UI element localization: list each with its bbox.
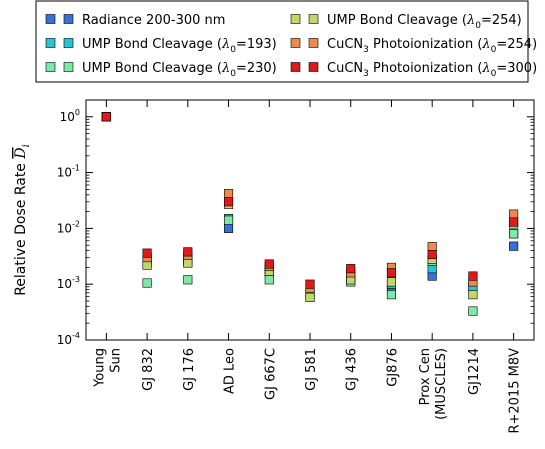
legend-label: CuCN3​ Photoionization (λ0​=300) [327, 61, 537, 79]
data-point [223, 223, 234, 233]
data-point [427, 264, 437, 274]
data-point [183, 275, 193, 285]
legend-item: Radiance 200-300 nm [45, 13, 225, 28]
x-tick-label-line: GJ 832 [141, 348, 156, 391]
legend-marker [308, 14, 319, 24]
y-tick-label: 10-3 [57, 275, 80, 291]
y-axis-label: Relative Dose Rate Di [13, 144, 32, 296]
x-tick-label: GJ 667C [263, 348, 278, 400]
legend-item: UMP Bond Cleavage (λ0​=230) [45, 61, 277, 79]
x-tick-label: GJ1214 [467, 348, 482, 395]
data-point [468, 271, 478, 281]
legend-label: Radiance 200-300 nm [82, 13, 225, 28]
legend-label: UMP Bond Cleavage (λ0​=193) [82, 37, 277, 55]
x-axis: Young Sun GJ 832 GJ 176 AD Leo GJ 667C GJ 581 G… [92, 100, 523, 434]
series-group [101, 112, 519, 289]
data-point [223, 197, 234, 207]
legend-item: UMP Bond Cleavage (λ0​=193) [45, 37, 277, 55]
x-tick-label: Young Sun [92, 348, 123, 388]
x-tick-label-line: AD Leo [223, 348, 238, 394]
legend-marker [308, 38, 319, 48]
data-point [223, 215, 234, 225]
legend-marker [63, 38, 74, 48]
x-tick-label: AD Leo [223, 348, 238, 394]
data-point [468, 290, 478, 300]
data-point [509, 217, 519, 227]
x-tick-label: GJ 176 [182, 348, 197, 391]
x-tick-label-line: GJ876 [385, 348, 400, 387]
x-tick-label-line: GJ 436 [345, 348, 360, 391]
x-tick-label-line: GJ 176 [182, 348, 197, 391]
legend-marker [290, 62, 301, 72]
legend-marker [63, 62, 74, 72]
x-tick-label: GJ876 [385, 348, 400, 387]
data-point [264, 259, 274, 269]
x-tick-label: GJ 832 [141, 348, 156, 391]
series-group [101, 112, 519, 298]
data-point [264, 275, 274, 285]
data-point [305, 292, 315, 302]
data-point [468, 306, 478, 316]
x-tick-label-line: (MUSCLES) [434, 348, 449, 420]
plot-frame [85, 99, 535, 341]
x-tick-label-line: Sun [108, 348, 123, 373]
legend-marker [290, 38, 301, 48]
legend-marker [308, 62, 319, 72]
legend-marker [290, 14, 301, 24]
legend-label: UMP Bond Cleavage (λ0​=230) [82, 61, 277, 79]
series-group [101, 112, 519, 298]
legend-marker [45, 62, 56, 72]
legend-item: CuCN3​ Photoionization (λ0​=254) [290, 37, 537, 55]
data-point [386, 268, 397, 278]
data-point [142, 248, 152, 258]
legend-item: CuCN3​ Photoionization (λ0​=300) [290, 61, 537, 79]
data-point [346, 264, 356, 274]
data-point [509, 229, 519, 239]
series-group [101, 112, 519, 293]
legend-marker [63, 14, 74, 24]
legend-marker [45, 14, 56, 24]
y-tick-label: 100 [60, 108, 80, 124]
x-tick-label: GJ 581 [304, 348, 319, 391]
x-tick-label-line: GJ 581 [304, 348, 319, 391]
legend-item: UMP Bond Cleavage (λ0​=254) [290, 13, 522, 31]
x-tick-label: R+2015 M8V [508, 348, 523, 434]
y-axis: 100 10-1 10-2 10-3 10-4 Relative Dose Rate Di [13, 108, 534, 347]
data-point [101, 112, 111, 122]
x-tick-label-line: Prox Cen [418, 348, 433, 405]
x-tick-label: GJ 436 [345, 348, 360, 391]
data-point [183, 247, 193, 257]
x-tick-label: Prox Cen (MUSCLES) [418, 348, 449, 420]
plot-area [85, 99, 535, 341]
data-point [427, 249, 437, 260]
y-tick-label: 10-4 [57, 331, 80, 347]
x-tick-label-line: GJ 667C [263, 348, 278, 400]
legend-label: UMP Bond Cleavage (λ0​=254) [327, 13, 522, 31]
x-tick-label-line: R+2015 M8V [508, 348, 523, 434]
y-tick-label: 10-2 [57, 219, 80, 235]
legend-label: CuCN3​ Photoionization (λ0​=254) [327, 37, 537, 55]
series-group [101, 112, 519, 302]
data-point [427, 242, 437, 252]
data-point [386, 290, 397, 300]
legend-marker [45, 38, 56, 48]
data-point [509, 209, 519, 219]
data-point [386, 277, 397, 287]
data-point [509, 241, 519, 251]
x-tick-label-line: GJ1214 [467, 348, 482, 395]
data-point [183, 258, 193, 268]
y-tick-label: 10-1 [57, 164, 80, 180]
data-point [142, 278, 152, 288]
x-tick-label-line: Young [92, 348, 107, 388]
legend: Radiance 200-300 nm UMP Bond Cleavage (λ0… [35, 0, 537, 83]
legend-frame [35, 0, 529, 83]
data-point [305, 279, 315, 289]
data-point [223, 189, 234, 199]
